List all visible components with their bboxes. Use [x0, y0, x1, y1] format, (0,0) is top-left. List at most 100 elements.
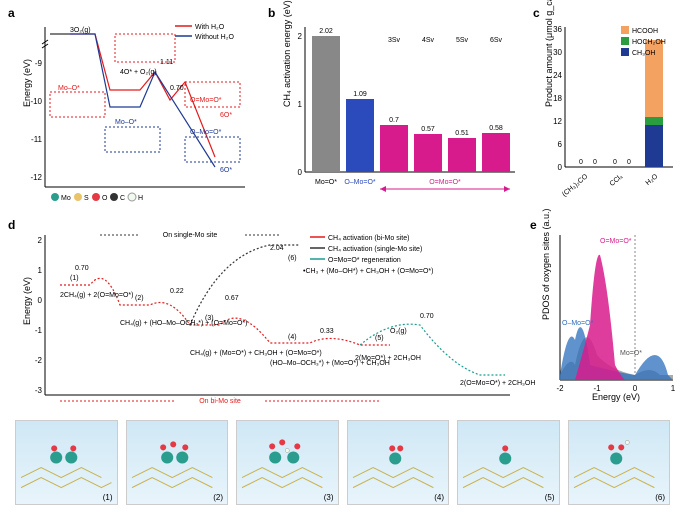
svg-text:6O*: 6O*: [220, 112, 232, 119]
black-path: [190, 245, 300, 325]
svg-text:2CH₄(g) + 2(O=Mo=O*): 2CH₄(g) + 2(O=Mo=O*): [60, 292, 133, 299]
svg-text:6O*: 6O*: [220, 167, 232, 174]
panel-c: Product amount (μmol g_cat⁻¹) 0 6 12 18 …: [543, 12, 678, 202]
svg-text:5Sv: 5Sv: [456, 37, 469, 44]
svg-text:2: 2: [38, 236, 43, 245]
svg-text:2.04: 2.04: [270, 245, 284, 252]
svg-text:-1: -1: [593, 384, 601, 393]
svg-text:(CH₃)₂CO: (CH₃)₂CO: [561, 173, 590, 199]
structure-1: (1): [15, 420, 118, 505]
svg-text:O–Mo=O*: O–Mo=O*: [344, 179, 376, 186]
svg-text:On bi-Mo site: On bi-Mo site: [199, 398, 241, 405]
panel-e-xlabel: Energy (eV): [592, 392, 640, 402]
panel-a-legend: With H₂O Without H₂O: [175, 24, 234, 41]
svg-text:S: S: [84, 195, 89, 202]
svg-text:4Sv: 4Sv: [422, 37, 435, 44]
structure-5: (5): [457, 420, 560, 505]
svg-text:2.02: 2.02: [319, 28, 333, 35]
svg-text:-11: -11: [31, 135, 43, 144]
svg-text:With H₂O: With H₂O: [195, 24, 225, 31]
panel-e: PDOS of oxygen sites (a.u.) Energy (eV) …: [540, 225, 678, 410]
svg-text:H: H: [138, 195, 143, 202]
teal-path: [360, 324, 505, 375]
svg-text:1.09: 1.09: [353, 91, 367, 98]
panel-d-yticks: -3 -2 -1 0 1 2: [35, 236, 43, 395]
svg-text:Mo: Mo: [61, 195, 71, 202]
svg-text:Mo=O*: Mo=O*: [315, 179, 337, 186]
svg-text:3Sv: 3Sv: [388, 37, 401, 44]
structure-2: (2): [126, 420, 229, 505]
panel-d: Energy (eV) -3 -2 -1 0 1 2 On single-Mo …: [20, 225, 520, 410]
svg-text:-2: -2: [35, 356, 43, 365]
svg-text:6: 6: [558, 140, 563, 149]
svg-text:0: 0: [633, 384, 638, 393]
svg-text:O=Mo=O*: O=Mo=O*: [429, 179, 461, 186]
svg-text:O=Mo=O*: O=Mo=O*: [190, 97, 222, 104]
svg-text:1: 1: [298, 100, 303, 109]
top-species-label: 3O₂(g): [70, 27, 91, 34]
svg-text:C: C: [120, 195, 125, 202]
svg-text:CCl₄: CCl₄: [609, 173, 625, 188]
svg-text:0: 0: [298, 168, 303, 177]
panel-b-ylabel: CH₄ activation energy (eV): [282, 0, 292, 107]
svg-text:36: 36: [553, 25, 562, 34]
svg-text:Without H₂O: Without H₂O: [195, 34, 234, 41]
structure-6: (6): [568, 420, 671, 505]
svg-text:HOCH₂OH: HOCH₂OH: [632, 39, 666, 46]
panel-e-label: e: [530, 218, 537, 232]
svg-text:0: 0: [558, 163, 563, 172]
panel-d-label: d: [8, 218, 15, 232]
svg-text:1: 1: [671, 384, 676, 393]
panel-c-label: c: [533, 6, 540, 20]
svg-text:On single-Mo site: On single-Mo site: [163, 232, 218, 239]
svg-text:0.57: 0.57: [421, 126, 435, 133]
svg-text:(2): (2): [135, 295, 144, 302]
red-path: [60, 278, 390, 345]
svg-text:-12: -12: [30, 173, 42, 182]
panel-a-yticks: -12 -11 -10 -9: [30, 59, 42, 182]
svg-text:CH₄(g) + (HO–Mo–OCH₃*) + (O=Mo: CH₄(g) + (HO–Mo–OCH₃*) + (O=Mo=O*): [120, 320, 247, 327]
svg-text:(5): (5): [375, 335, 384, 342]
svg-text:0.70: 0.70: [170, 85, 184, 92]
svg-text:-3: -3: [35, 386, 43, 395]
panel-b-bars: 2.02 1.09 0.7 0.57 0.51 0.58: [312, 28, 510, 172]
svg-text:(4): (4): [288, 334, 297, 341]
svg-text:(6): (6): [288, 255, 297, 262]
svg-text:0.67: 0.67: [225, 295, 239, 302]
svg-text:O–Mo=O*: O–Mo=O*: [562, 320, 594, 327]
svg-text:0: 0: [593, 159, 597, 166]
svg-text:18: 18: [553, 94, 562, 103]
svg-text:-1: -1: [35, 326, 43, 335]
structure-3: (3): [236, 420, 339, 505]
panel-a-label: a: [8, 6, 15, 20]
svg-text:Mo=O*: Mo=O*: [620, 350, 642, 357]
panel-d-ylabel: Energy (eV): [22, 277, 32, 325]
svg-text:0.7: 0.7: [389, 117, 399, 124]
svg-text:0: 0: [38, 296, 43, 305]
svg-text:(1): (1): [70, 275, 79, 282]
svg-text:0: 0: [613, 159, 617, 166]
svg-text:Mo–O*: Mo–O*: [115, 119, 137, 126]
panel-a: Energy (eV) -12 -11 -10 -9 3O₂(g) With H…: [20, 12, 255, 202]
svg-text:1: 1: [38, 266, 43, 275]
svg-text:-2: -2: [556, 384, 564, 393]
svg-text:0.70: 0.70: [75, 265, 89, 272]
svg-text:2: 2: [298, 32, 303, 41]
atom-legend: Mo S O C H: [51, 193, 143, 202]
panel-e-ylabel: PDOS of oxygen sites (a.u.): [541, 208, 551, 320]
svg-text:0.22: 0.22: [170, 288, 184, 295]
pdos-pink: [575, 255, 625, 380]
svg-text:Mo–O*: Mo–O*: [58, 85, 80, 92]
panel-c-yticks: 0 6 12 18 24 30 36: [553, 25, 562, 172]
svg-text:24: 24: [553, 71, 562, 80]
svg-text:•CH₃ + (Mo–OH*) + CH₃OH + (O=M: •CH₃ + (Mo–OH*) + CH₃OH + (O=Mo=O*): [303, 268, 433, 275]
svg-text:O: O: [102, 195, 108, 202]
panel-b: CH₄ activation energy (eV) 0 1 2 2.02 1.…: [280, 12, 520, 202]
svg-text:-10: -10: [30, 97, 42, 106]
structure-4: (4): [347, 420, 450, 505]
panel-c-stacked-bar: [645, 40, 663, 167]
svg-text:CH₄ activation (bi-Mo site): CH₄ activation (bi-Mo site): [328, 235, 409, 242]
svg-text:CH₃OH: CH₃OH: [632, 50, 655, 57]
svg-text:HCOOH: HCOOH: [632, 28, 658, 35]
svg-text:4O* + O₂(g): 4O* + O₂(g): [120, 69, 157, 76]
